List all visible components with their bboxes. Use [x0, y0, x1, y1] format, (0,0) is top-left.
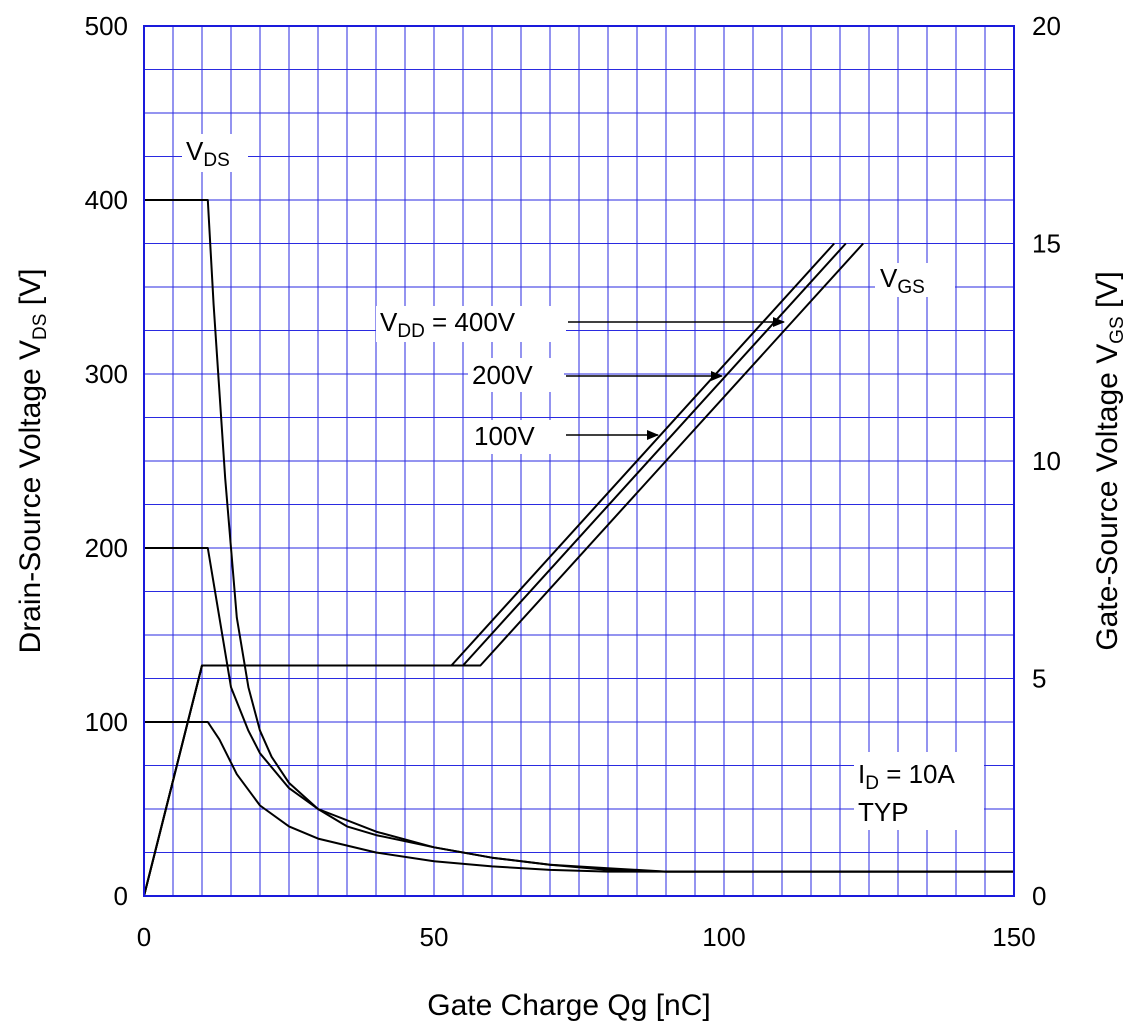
vdd200-label: 200V: [472, 360, 533, 390]
plot-frame: [143, 25, 1015, 897]
vdd400-label-bg: [376, 306, 566, 342]
vdd100-label: 100V: [474, 421, 535, 451]
tick-labels: 0 50 100 150 0 100 200 300 400 500 0 5 10 15 20: [85, 11, 1061, 952]
y-left-tick-label: 300: [85, 359, 128, 389]
y-left-axis-title: Drain-Source Voltage VDS [V]: [14, 269, 51, 654]
vgs-label: VGS: [880, 263, 925, 298]
x-tick-label: 0: [137, 922, 151, 952]
x-tick-label: 50: [420, 922, 449, 952]
x-tick-label: 100: [702, 922, 745, 952]
y-right-tick-label: 0: [1032, 881, 1046, 911]
y-left-tick-label: 500: [85, 11, 128, 41]
id-label: ID = 10A: [858, 759, 956, 794]
y-right-tick-label: 10: [1032, 446, 1061, 476]
id-label-bg: [854, 752, 984, 830]
y-right-tick-label: 5: [1032, 664, 1046, 694]
vds-curve-2: [144, 721, 1014, 873]
x-axis-title: Gate Charge Qg [nC]: [427, 989, 710, 1022]
y-left-tick-label: 200: [85, 533, 128, 563]
y-left-tick-label: 400: [85, 185, 128, 215]
y-right-tick-label: 15: [1032, 229, 1061, 259]
vgs-label-bg: [875, 263, 955, 297]
vdd200-label-bg: [468, 358, 564, 392]
vds-label: VDS: [186, 136, 230, 171]
y-left-tick-label: 100: [85, 707, 128, 737]
x-tick-label: 150: [992, 922, 1035, 952]
y-right-axis-title: Gate-Source Voltage VGS [V]: [1091, 271, 1128, 650]
vgs-curve-5: [143, 242, 864, 897]
vdd100-label-bg: [470, 420, 562, 454]
vdd400-label: VDD = 400V: [380, 307, 516, 342]
y-left-tick-label: 0: [114, 881, 128, 911]
y-right-tick-label: 20: [1032, 11, 1061, 41]
vds-curve-1: [144, 547, 1014, 873]
vds-label-bg: [182, 134, 248, 172]
typ-label: TYP: [858, 797, 909, 827]
grid: [144, 26, 1014, 896]
plot-lines: [143, 199, 1014, 897]
